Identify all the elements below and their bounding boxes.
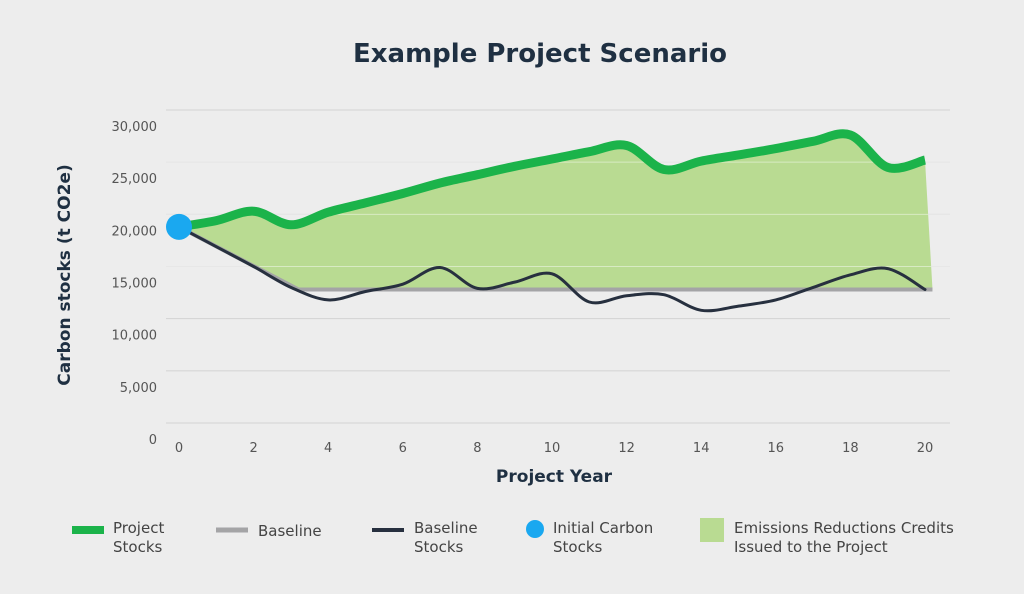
y-tick-label: 25,000	[112, 172, 158, 187]
x-tick-label: 8	[473, 441, 481, 456]
legend-swatch	[700, 518, 724, 542]
y-tick-label: 30,000	[112, 120, 158, 135]
x-tick-label: 18	[842, 441, 859, 456]
y-axis-title: Carbon stocks (t CO2e)	[55, 164, 75, 385]
x-tick-label: 0	[175, 441, 183, 456]
y-tick-label: 15,000	[112, 277, 158, 292]
x-axis-title: Project Year	[496, 467, 613, 487]
initial-carbon-stocks-marker	[166, 213, 192, 240]
legend-swatch	[72, 526, 104, 534]
legend-label: Emissions Reductions Credits	[734, 519, 954, 537]
markers	[166, 213, 192, 240]
legend-label: Issued to the Project	[734, 538, 888, 556]
x-tick-label: 10	[544, 441, 561, 456]
x-tick-label: 16	[768, 441, 785, 456]
legend-label: Stocks	[414, 538, 464, 556]
legend-swatch	[526, 520, 544, 538]
legend-label: Stocks	[553, 538, 603, 556]
x-tick-labels: 0 2 4 6 8 10 12 14 16 18 20	[175, 441, 933, 456]
legend-swatch	[216, 527, 248, 533]
y-tick-labels: 0 5,000 10,000 15,000 20,000 25,000 30,000	[112, 120, 158, 448]
y-tick-label: 10,000	[112, 329, 158, 344]
y-tick-label: 0	[149, 433, 157, 448]
y-tick-label: 20,000	[112, 224, 158, 239]
chart-title: Example Project Scenario	[353, 39, 727, 69]
x-tick-label: 20	[917, 441, 934, 456]
credits-area-group	[166, 133, 950, 290]
project-stocks-line	[178, 129, 927, 232]
credits-area	[179, 133, 933, 290]
legend-label: Baseline	[414, 519, 478, 537]
x-tick-label: 12	[618, 441, 635, 456]
legend-label: Project	[113, 519, 164, 537]
baseline-stocks-line	[177, 225, 927, 313]
series-lines	[177, 129, 933, 313]
x-tick-label: 4	[324, 441, 332, 456]
x-tick-label: 14	[693, 441, 710, 456]
x-tick-label: 2	[249, 441, 257, 456]
legend-label: Initial Carbon	[553, 519, 653, 537]
y-tick-label: 5,000	[120, 381, 157, 396]
x-tick-label: 6	[399, 441, 407, 456]
legend-item-baseline: Baseline	[216, 522, 322, 540]
legend-swatch	[372, 528, 404, 532]
legend-label: Stocks	[113, 538, 163, 556]
legend-label: Baseline	[258, 522, 322, 540]
